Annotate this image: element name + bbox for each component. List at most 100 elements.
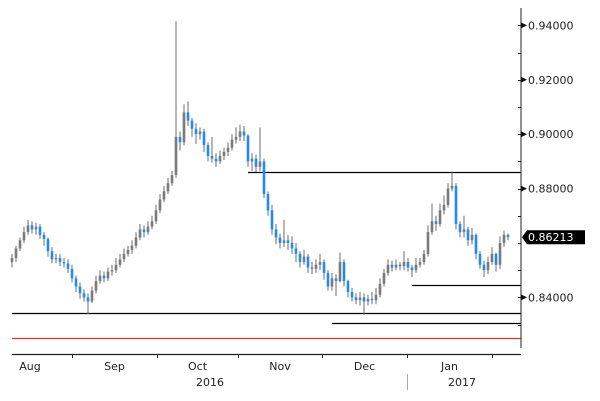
candle-body bbox=[90, 290, 94, 302]
candle-up bbox=[154, 204, 158, 224]
candle-down bbox=[242, 126, 246, 141]
candle-body bbox=[202, 131, 206, 146]
candle-up bbox=[446, 183, 450, 208]
candle-down bbox=[266, 191, 270, 216]
candle-body bbox=[10, 257, 14, 263]
candle-body bbox=[230, 139, 234, 148]
candle-down bbox=[306, 253, 310, 273]
candle-down bbox=[294, 243, 298, 263]
level-lines bbox=[12, 171, 521, 340]
candle-down bbox=[298, 251, 302, 268]
candle-down bbox=[142, 225, 146, 238]
candle-up bbox=[490, 247, 494, 265]
candle-body bbox=[222, 151, 226, 156]
y-tick-marker bbox=[521, 131, 527, 138]
candle-body bbox=[158, 199, 162, 211]
candle-up bbox=[90, 286, 94, 303]
candle-up bbox=[34, 222, 38, 235]
candle-body bbox=[34, 226, 38, 230]
candle-up bbox=[14, 245, 18, 263]
candle-body bbox=[322, 262, 326, 273]
candle-body bbox=[298, 253, 302, 263]
candle-body bbox=[438, 210, 442, 224]
candle-down bbox=[478, 251, 482, 269]
candle-body bbox=[342, 262, 346, 282]
candle-body bbox=[58, 257, 62, 263]
candle-down bbox=[354, 293, 358, 305]
candle-body bbox=[94, 281, 98, 291]
y-axis: 0.94000 0.92000 0.90000 0.88000 0.84000 bbox=[518, 8, 574, 348]
candle-body bbox=[330, 278, 334, 287]
candle-up bbox=[450, 172, 454, 192]
candle-body bbox=[326, 272, 330, 287]
candle-body bbox=[254, 158, 258, 167]
candle-down bbox=[262, 158, 266, 199]
candle-down bbox=[482, 260, 486, 277]
candle-body bbox=[302, 256, 306, 263]
candle-up bbox=[386, 259, 390, 276]
candle-body bbox=[490, 253, 494, 263]
candle-down bbox=[326, 270, 330, 291]
candle-up bbox=[110, 264, 114, 276]
candle-body bbox=[454, 185, 458, 224]
candle-up bbox=[26, 219, 30, 235]
candle-body bbox=[54, 257, 58, 260]
candle-body bbox=[314, 264, 318, 269]
candle-down bbox=[30, 221, 34, 234]
candle-body bbox=[86, 297, 90, 302]
candle-body bbox=[310, 267, 314, 269]
y-tick-marker bbox=[521, 294, 527, 301]
candle-body bbox=[442, 204, 446, 211]
candle-down bbox=[342, 259, 346, 287]
candle-up bbox=[10, 253, 14, 268]
candle-up bbox=[430, 203, 434, 235]
candle-body bbox=[166, 183, 170, 192]
candle-up bbox=[502, 230, 506, 248]
candle-body bbox=[178, 136, 182, 143]
candle-down bbox=[50, 247, 54, 264]
candle-up bbox=[374, 287, 378, 305]
candle-up bbox=[122, 248, 126, 263]
candle-down bbox=[410, 264, 414, 277]
x-month-label: Sep bbox=[104, 360, 125, 373]
candle-down bbox=[494, 252, 498, 272]
candle-body bbox=[334, 278, 338, 282]
candle-body bbox=[50, 251, 54, 260]
candle-up bbox=[54, 253, 58, 264]
candle-body bbox=[250, 158, 254, 162]
candle-down bbox=[214, 153, 218, 167]
candle-body bbox=[106, 271, 110, 279]
candle-up bbox=[442, 195, 446, 215]
candle-body bbox=[214, 158, 218, 162]
candle-up bbox=[258, 127, 262, 171]
candle-body bbox=[346, 281, 350, 292]
candle-up bbox=[282, 219, 286, 248]
candle-down bbox=[466, 226, 470, 246]
candle-up bbox=[166, 177, 170, 195]
candle-body bbox=[210, 155, 214, 159]
candle-body bbox=[466, 229, 470, 241]
candle-down bbox=[406, 257, 410, 272]
candle-body bbox=[426, 232, 430, 254]
candle-body bbox=[382, 272, 386, 284]
x-axis: Aug Sep Oct Nov Dec Jan 2016 2017 bbox=[12, 353, 521, 390]
candle-up bbox=[126, 245, 130, 257]
candle-body bbox=[378, 283, 382, 295]
candle-up bbox=[106, 267, 110, 282]
candle-down bbox=[350, 287, 354, 302]
candle-down bbox=[246, 134, 250, 167]
candle-down bbox=[78, 282, 82, 299]
candle-up bbox=[226, 142, 230, 156]
candle-body bbox=[502, 234, 506, 243]
candle-body bbox=[450, 185, 454, 189]
candle-body bbox=[130, 245, 134, 250]
candle-down bbox=[270, 204, 274, 235]
candle-up bbox=[382, 268, 386, 287]
candle-down bbox=[398, 262, 402, 271]
candle-body bbox=[398, 264, 402, 267]
candle-body bbox=[174, 136, 178, 175]
candle-body bbox=[102, 275, 106, 279]
candle-body bbox=[110, 270, 114, 272]
candle-down bbox=[194, 123, 198, 144]
candle-down bbox=[434, 215, 438, 231]
